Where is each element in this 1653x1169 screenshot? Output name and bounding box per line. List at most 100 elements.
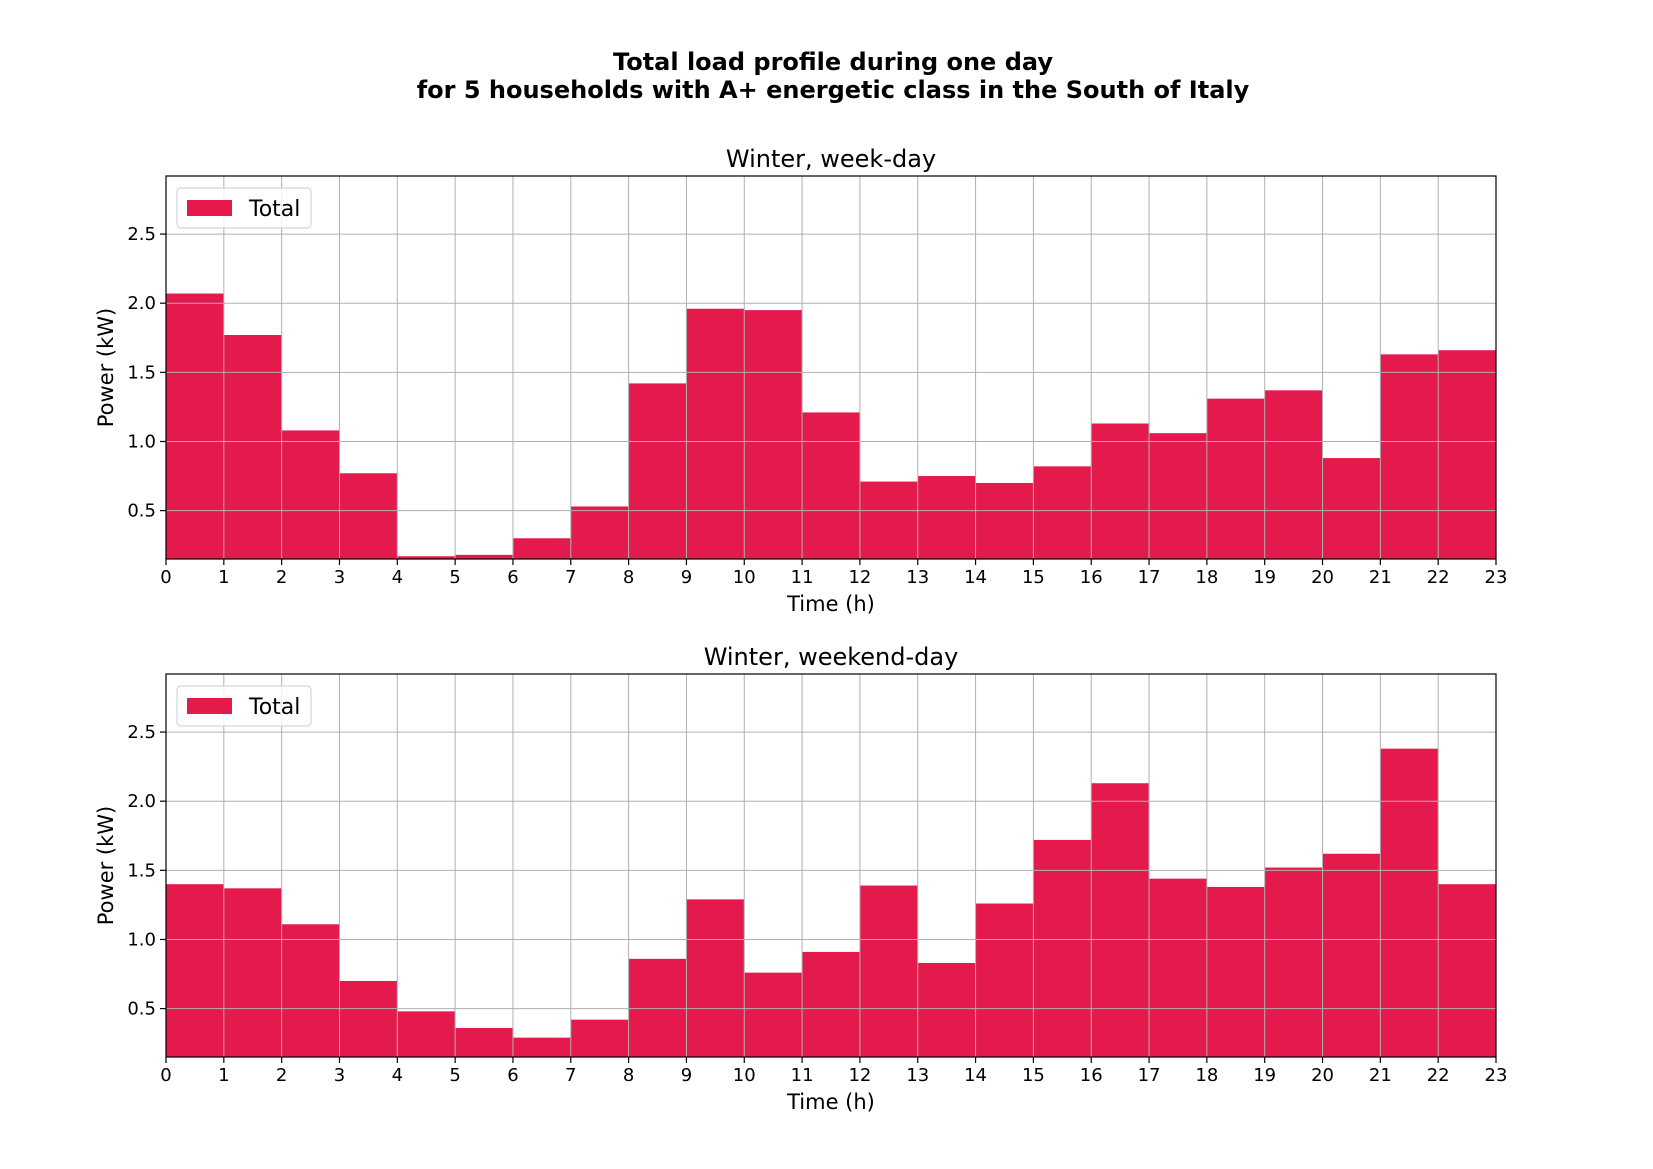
figure-title-line1: Total load profile during one day (613, 48, 1053, 76)
chart-1-xtick-label-3: 3 (334, 1065, 345, 1086)
chart-0-xtick-label-1: 1 (218, 567, 229, 588)
chart-0-xtick-label-14: 14 (964, 567, 987, 588)
chart-1-xtick-label-0: 0 (160, 1065, 171, 1086)
chart-0-xtick-label-2: 2 (276, 567, 287, 588)
chart-0-title: Winter, week-day (726, 145, 936, 173)
chart-0-bar-19 (1264, 390, 1323, 559)
chart-1-xlabel: Time (h) (786, 1090, 875, 1114)
chart-1-xtick-label-20: 20 (1311, 1065, 1334, 1086)
chart-1-xtick-label-10: 10 (733, 1065, 756, 1086)
chart-1-bar-9 (686, 899, 745, 1057)
chart-0-bar-17 (1149, 433, 1207, 559)
chart-1-bar-15 (1033, 839, 1092, 1057)
chart-1-ytick-label-0.5: 0.5 (127, 999, 156, 1020)
chart-1-xtick-label-17: 17 (1138, 1065, 1161, 1086)
chart-1-xtick-label-11: 11 (791, 1065, 814, 1086)
chart-0-xtick-label-16: 16 (1080, 567, 1103, 588)
chart-1-bar-7 (570, 1019, 629, 1057)
chart-0-bar-22 (1438, 350, 1496, 559)
chart-winter-week-day: 0 1 2 3 4 5 6 7 8 9 10 11 12 13 14 15 16 17 18 19 20 21 22 230.… (94, 145, 1507, 616)
chart-1-bar-3 (339, 980, 398, 1057)
chart-0-legend-swatch (187, 200, 232, 216)
chart-0-bar-18 (1206, 398, 1265, 559)
chart-0-bar-9 (686, 308, 745, 559)
chart-0-xtick-label-18: 18 (1195, 567, 1218, 588)
chart-1-axes-frame (165, 673, 1497, 1058)
chart-1-bar-20 (1322, 853, 1381, 1057)
chart-0-ylabel: Power (kW) (94, 308, 118, 427)
chart-0-xtick-label-10: 10 (733, 567, 756, 588)
chart-1-bar-22 (1438, 884, 1496, 1057)
chart-0-bar-1 (223, 335, 282, 559)
chart-0-bar-3 (339, 473, 398, 559)
chart-1-xtick-label-16: 16 (1080, 1065, 1103, 1086)
chart-0-bar-4 (397, 556, 456, 559)
chart-0-ytick-label-1.5: 1.5 (127, 362, 156, 383)
chart-1-xtick-label-5: 5 (449, 1065, 460, 1086)
chart-0-bar-16 (1091, 423, 1150, 559)
chart-0-ytick-label-0.5: 0.5 (127, 501, 156, 522)
chart-1-bar-11 (802, 951, 860, 1057)
chart-1-xtick-label-6: 6 (507, 1065, 518, 1086)
chart-0-xtick-label-11: 11 (791, 567, 814, 588)
chart-1-legend-swatch (187, 698, 232, 714)
chart-0-xtick-label-3: 3 (334, 567, 345, 588)
chart-1-ytick-label-2.5: 2.5 (127, 722, 156, 743)
chart-0-xtick-label-8: 8 (623, 567, 634, 588)
chart-1-xtick-label-13: 13 (906, 1065, 929, 1086)
chart-1-xtick-label-8: 8 (623, 1065, 634, 1086)
figure-title-line2: for 5 households with A+ energetic class… (417, 76, 1250, 104)
chart-1-bar-5 (455, 1027, 513, 1057)
chart-winter-weekend-day: 0 1 2 3 4 5 6 7 8 9 10 11 12 13 14 15 16 17 18 19 20 21 22 230.… (94, 643, 1507, 1114)
chart-0-axes-frame (165, 175, 1497, 560)
chart-0-ytick-label-2.0: 2.0 (127, 293, 156, 314)
chart-0-bar-14 (975, 482, 1034, 559)
chart-0-xtick-label-9: 9 (681, 567, 692, 588)
chart-0-xlabel: Time (h) (786, 592, 875, 616)
chart-0-bar-5 (455, 554, 513, 559)
chart-0-legend-label: Total (248, 197, 300, 222)
chart-0-xtick-label-0: 0 (160, 567, 171, 588)
chart-1-ylabel: Power (kW) (94, 806, 118, 925)
chart-0-bar-21 (1380, 354, 1439, 559)
chart-1-legend: Total (176, 685, 312, 727)
chart-1-ytick-label-1.0: 1.0 (127, 929, 156, 950)
chart-0-xtick-label-21: 21 (1369, 567, 1392, 588)
chart-0-ytick-label-1.0: 1.0 (127, 431, 156, 452)
chart-1-bar-14 (975, 903, 1034, 1057)
chart-0-ytick-label-2.5: 2.5 (127, 224, 156, 245)
chart-0-bar-20 (1322, 458, 1381, 559)
chart-1-bar-6 (512, 1037, 571, 1057)
chart-1-xtick-label-18: 18 (1195, 1065, 1218, 1086)
chart-1-bar-18 (1206, 886, 1265, 1057)
chart-1-bar-4 (397, 1011, 456, 1057)
chart-1-bar-16 (1091, 783, 1150, 1057)
chart-1-ytick-label-1.5: 1.5 (127, 860, 156, 881)
chart-1-xtick-label-1: 1 (218, 1065, 229, 1086)
chart-1-legend-label: Total (248, 695, 300, 720)
chart-0-bar-15 (1033, 466, 1092, 559)
chart-1-xtick-label-22: 22 (1427, 1065, 1450, 1086)
chart-1-bar-0 (166, 884, 224, 1057)
chart-0-bar-6 (512, 538, 571, 559)
chart-0-bar-10 (744, 310, 803, 559)
chart-0-xtick-label-7: 7 (565, 567, 576, 588)
chart-0-legend: Total (176, 187, 312, 229)
chart-0-bar-8 (628, 383, 687, 559)
chart-1-bar-13 (917, 962, 976, 1057)
chart-0-xtick-label-19: 19 (1253, 567, 1276, 588)
chart-1-bar-21 (1380, 748, 1439, 1057)
chart-1-bar-2 (281, 924, 340, 1057)
chart-1-xtick-label-7: 7 (565, 1065, 576, 1086)
chart-1-xtick-label-23: 23 (1485, 1065, 1508, 1086)
chart-0-xtick-label-23: 23 (1485, 567, 1508, 588)
chart-0-xtick-label-17: 17 (1138, 567, 1161, 588)
chart-1-xtick-label-15: 15 (1022, 1065, 1045, 1086)
chart-0-xtick-label-12: 12 (848, 567, 871, 588)
chart-1-xtick-label-12: 12 (848, 1065, 871, 1086)
chart-1-xtick-label-19: 19 (1253, 1065, 1276, 1086)
chart-0-xtick-label-4: 4 (392, 567, 403, 588)
chart-0-bar-0 (166, 293, 224, 559)
chart-0-xtick-label-22: 22 (1427, 567, 1450, 588)
chart-0-legend-box (176, 187, 312, 229)
